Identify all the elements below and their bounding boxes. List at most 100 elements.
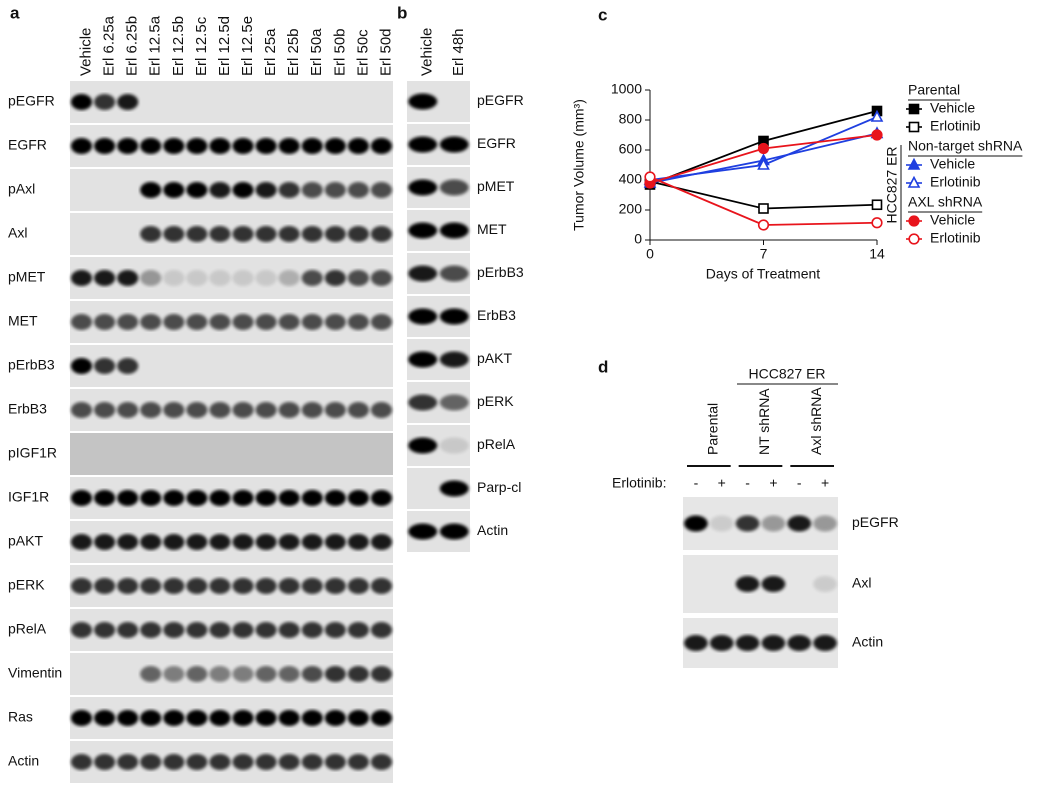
band: [140, 490, 162, 506]
band: [140, 754, 162, 770]
band: [347, 754, 370, 770]
band: [232, 270, 254, 286]
y-tick-label: 1000: [611, 81, 642, 97]
band: [324, 314, 346, 330]
band: [278, 226, 300, 242]
band: [140, 666, 162, 682]
band: [324, 578, 346, 594]
marker: [871, 129, 883, 141]
band: [370, 754, 393, 770]
band: [163, 314, 185, 330]
row-label: ErbB3: [477, 307, 516, 323]
band: [186, 402, 208, 418]
band: [209, 226, 231, 242]
band: [70, 138, 93, 154]
band: [278, 666, 300, 682]
band: [140, 226, 162, 242]
band: [324, 138, 346, 154]
band: [408, 523, 438, 540]
band: [761, 576, 786, 592]
y-tick-label: 800: [619, 111, 643, 127]
panel-label: c: [598, 5, 607, 24]
marker: [908, 121, 920, 133]
band: [301, 270, 323, 286]
lane-label: Erl 6.25b: [124, 16, 141, 76]
band: [186, 182, 208, 198]
band: [408, 265, 438, 282]
band: [186, 754, 208, 770]
band: [163, 490, 185, 506]
marker: [907, 157, 921, 170]
band: [255, 226, 277, 242]
band: [278, 314, 300, 330]
marker: [644, 171, 656, 183]
band: [70, 314, 93, 330]
blot: [683, 555, 838, 613]
lane-label: Vehicle: [419, 28, 436, 76]
band: [709, 635, 734, 651]
band: [324, 534, 346, 550]
band: [301, 226, 323, 242]
y-axis-label: Tumor Volume (mm³): [571, 99, 587, 231]
band: [439, 351, 469, 368]
row-label: EGFR: [8, 137, 47, 153]
band: [209, 534, 231, 550]
band: [232, 578, 254, 594]
y-tick-label: 400: [619, 171, 643, 187]
band: [439, 480, 469, 497]
band: [186, 490, 208, 506]
band: [140, 578, 162, 594]
row-label: pEGFR: [8, 93, 55, 109]
band: [255, 578, 277, 594]
marker: [908, 103, 920, 115]
legend-label: Erlotinib: [930, 118, 981, 134]
band: [163, 710, 185, 726]
band: [163, 666, 185, 682]
legend-label: Erlotinib: [930, 174, 981, 190]
band: [347, 578, 370, 594]
band: [255, 754, 277, 770]
band: [232, 314, 254, 330]
band: [301, 578, 323, 594]
band: [439, 265, 469, 282]
marker: [870, 109, 884, 122]
band: [70, 490, 93, 506]
band: [163, 534, 185, 550]
band: [439, 523, 469, 540]
blot: [683, 497, 838, 550]
row-label: pAKT: [8, 533, 43, 549]
band: [186, 226, 208, 242]
band: [408, 179, 438, 196]
legend-label: Erlotinib: [930, 230, 981, 246]
band: [117, 358, 139, 374]
band: [70, 402, 93, 418]
band: [301, 182, 323, 198]
band: [70, 358, 93, 374]
band: [140, 710, 162, 726]
band: [209, 182, 231, 198]
band: [117, 622, 139, 638]
band: [140, 534, 162, 550]
band: [232, 534, 254, 550]
band: [408, 93, 438, 110]
band: [370, 226, 393, 242]
band: [70, 534, 93, 550]
band: [324, 490, 346, 506]
band: [370, 490, 393, 506]
band: [93, 490, 116, 506]
row-label: pIGF1R: [8, 445, 57, 461]
x-tick-label: 14: [869, 246, 885, 262]
band: [186, 578, 208, 594]
band: [255, 402, 277, 418]
treatment-sign: +: [769, 475, 777, 491]
band: [70, 270, 93, 286]
legend-label: Vehicle: [930, 156, 975, 172]
band: [347, 314, 370, 330]
band: [117, 710, 139, 726]
band: [324, 402, 346, 418]
band: [232, 622, 254, 638]
group-header: HCC827 ER: [748, 366, 825, 382]
marker: [758, 203, 769, 214]
band: [347, 710, 370, 726]
